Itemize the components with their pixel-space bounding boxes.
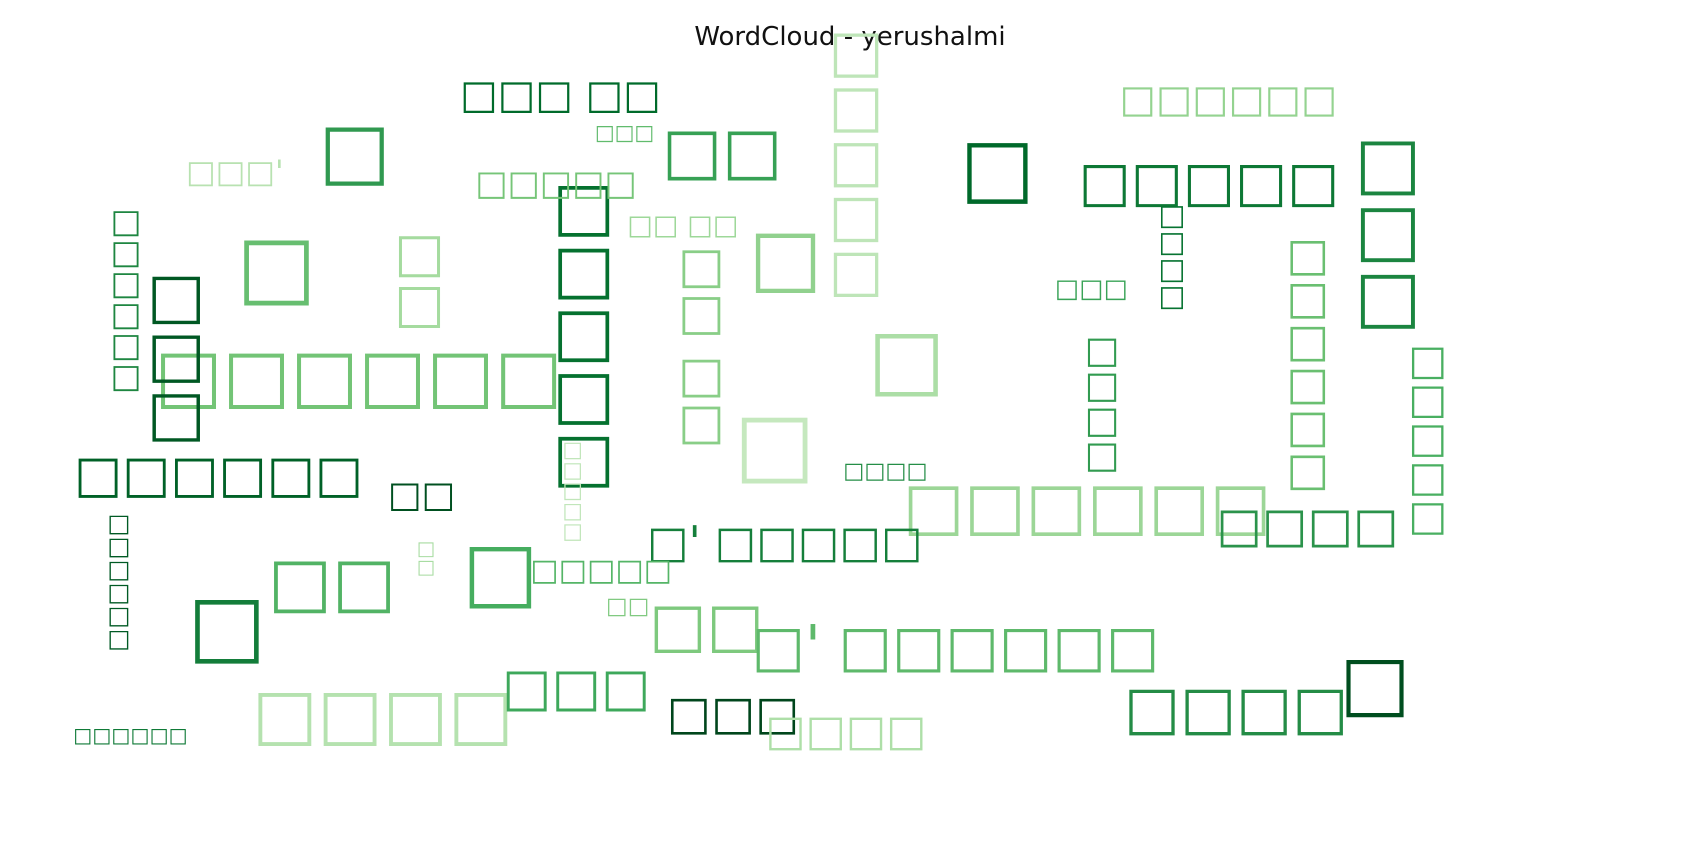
word-38: □□□' [186, 154, 284, 190]
word-45: □□□□ [843, 458, 927, 484]
word-9: □□□□□□ [154, 333, 562, 417]
word-10: □□□ [1352, 135, 1435, 335]
word-47: □□□ [595, 120, 654, 144]
word-5: □ [960, 121, 1035, 213]
word-21: □□□□□ [1079, 150, 1340, 214]
word-8: □ [1340, 639, 1411, 726]
word-37: □□□□□□ [110, 208, 148, 394]
word-6: □ [749, 212, 822, 302]
word-1: □ [237, 216, 317, 315]
word-41: □□ □□ [627, 210, 738, 241]
word-16: □□□ [145, 271, 218, 447]
word-19: □□□□□ [827, 28, 895, 302]
word-14: □□□□□□ [903, 469, 1271, 544]
word-36: □□□□□ [475, 164, 637, 204]
word-23: □□□ [502, 657, 651, 718]
word-43: □□□□□□ [106, 513, 135, 651]
word-35: □□ [388, 474, 455, 515]
word-3: □ [868, 312, 945, 407]
word-17: □□ [649, 590, 764, 660]
word-42: □□□ [1055, 274, 1128, 304]
word-46: □□□□□ [561, 441, 586, 543]
word-40: □□□□ [1157, 204, 1191, 312]
word-32: □□□ □□ [460, 72, 661, 118]
word-29: □' □□□□□ [647, 517, 923, 568]
word-33: □□□□□□ [1120, 77, 1338, 122]
word-27: □□□ [667, 687, 800, 741]
word-2: □ [188, 576, 267, 673]
word-30: □□□□ [765, 706, 926, 756]
word-11: □□□□ [252, 675, 513, 755]
word-25: □□ □□ [677, 246, 735, 449]
word-49: □□ [416, 541, 439, 578]
word-48: □□□□□□ [73, 723, 187, 747]
word-22: □□ [392, 231, 455, 333]
word-20: □' □□□□□□ [752, 614, 1160, 680]
word-39: □□□□□ [530, 553, 672, 588]
word-34: □□□□ [1084, 335, 1127, 475]
word-31: □□□□□ [1407, 344, 1455, 539]
word-44: □□ [606, 594, 649, 620]
word-15: □□ [662, 113, 782, 187]
word-24: □□□□□□ [74, 445, 363, 504]
chart-title: WordCloud - yerushalmi [694, 22, 1006, 52]
word-4: □ [462, 524, 538, 618]
word-13: □□□□□ [550, 180, 628, 494]
word-18: □□□□ [1124, 674, 1348, 743]
word-28: □□□□□□ [1285, 237, 1338, 494]
word-26: □□□□ [1216, 498, 1398, 554]
word-0: □ [734, 394, 815, 494]
word-12: □□ [268, 542, 396, 621]
word-7: □ [319, 105, 391, 194]
